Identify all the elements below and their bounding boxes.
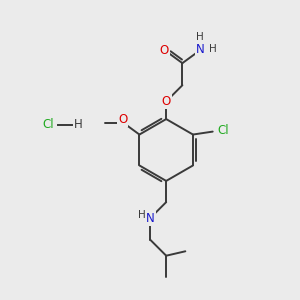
Text: O: O — [160, 44, 169, 57]
Text: O: O — [162, 95, 171, 108]
Text: N: N — [146, 212, 155, 225]
Text: H: H — [138, 210, 146, 220]
Text: Cl: Cl — [43, 118, 54, 131]
Text: H: H — [196, 32, 204, 42]
Text: Cl: Cl — [217, 124, 229, 136]
Text: N: N — [196, 43, 204, 56]
Text: H: H — [74, 118, 82, 131]
Text: O: O — [118, 113, 127, 126]
Text: H: H — [209, 44, 217, 54]
